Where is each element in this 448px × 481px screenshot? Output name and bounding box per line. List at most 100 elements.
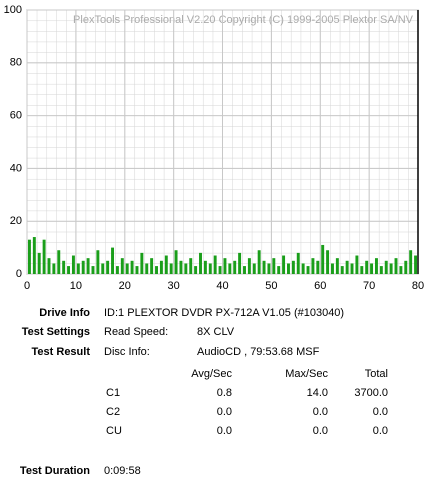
bar	[301, 263, 305, 274]
bar	[399, 266, 403, 274]
bar	[262, 260, 266, 274]
y-tick-label: 80	[10, 57, 22, 69]
bar	[164, 255, 168, 274]
bar	[277, 266, 281, 274]
bar	[384, 260, 388, 274]
label: Test Settings	[22, 326, 90, 338]
bar	[106, 260, 110, 274]
bar	[257, 250, 261, 274]
bar	[409, 250, 413, 274]
bar	[203, 260, 207, 274]
bar	[115, 266, 119, 274]
cell: 0.0	[313, 425, 328, 437]
bar	[52, 263, 56, 274]
bar	[282, 255, 286, 274]
bar	[86, 258, 90, 274]
label: Test Duration	[20, 465, 90, 477]
cell: 0.0	[373, 406, 388, 418]
bar	[247, 258, 251, 274]
x-tick-label: 80	[412, 280, 424, 292]
x-tick-label: 70	[363, 280, 375, 292]
bar	[316, 260, 320, 274]
bar	[125, 263, 129, 274]
bar	[296, 252, 300, 274]
value: 0:09:58	[104, 465, 141, 477]
bar	[159, 260, 163, 274]
row-label: C2	[106, 406, 120, 418]
bar	[228, 263, 232, 274]
y-tick-label: 0	[16, 268, 22, 280]
bar	[365, 260, 369, 274]
bar	[130, 260, 134, 274]
bar	[243, 266, 246, 274]
bar	[272, 258, 276, 274]
bar	[311, 258, 315, 274]
bar	[374, 258, 378, 274]
bar	[184, 263, 188, 274]
x-tick-label: 0	[24, 280, 30, 292]
x-tick-label: 40	[216, 280, 228, 292]
bar	[223, 258, 227, 274]
bar	[91, 266, 95, 274]
y-tick-label: 40	[10, 162, 22, 174]
bar	[394, 258, 398, 274]
bar	[267, 263, 271, 274]
bar	[150, 258, 154, 274]
cell: 0.0	[373, 425, 388, 437]
cell: 0.0	[217, 406, 232, 418]
bar	[208, 263, 212, 274]
bar	[140, 252, 144, 274]
bar	[199, 252, 202, 274]
value: 8X CLV	[197, 326, 235, 338]
bar	[76, 263, 80, 274]
bar	[213, 255, 217, 274]
y-tick-label: 100	[4, 4, 22, 16]
bar	[32, 237, 36, 274]
bar	[306, 266, 310, 274]
x-tick-label: 30	[168, 280, 180, 292]
bar	[27, 239, 31, 274]
bar	[96, 250, 100, 274]
bar	[174, 250, 178, 274]
cell: 0.0	[313, 406, 328, 418]
y-tick-label: 20	[10, 215, 22, 227]
bar	[291, 260, 295, 274]
bar	[37, 252, 41, 274]
bar	[42, 239, 46, 274]
y-tick-label: 60	[10, 110, 22, 122]
result-table: Avg/Sec Max/Sec Total C1 0.8 14.0 3700.0 C2 0.0 0…	[106, 368, 388, 437]
bar	[62, 260, 66, 274]
bar	[414, 255, 418, 274]
row-label: C1	[106, 387, 120, 399]
bar	[57, 250, 61, 274]
bar	[101, 263, 105, 274]
chart-title: PlexTools Professional V2.20 Copyright (…	[73, 14, 414, 26]
bar	[252, 263, 256, 274]
bar	[155, 266, 158, 274]
bar	[321, 244, 325, 274]
bar	[326, 250, 330, 274]
bar	[345, 260, 349, 274]
bar	[355, 255, 359, 274]
bar	[335, 258, 339, 274]
bar	[350, 263, 354, 274]
bar	[179, 260, 183, 274]
x-tick-label: 10	[70, 280, 82, 292]
bar	[47, 258, 51, 274]
row-label: CU	[106, 425, 122, 437]
bar	[340, 266, 344, 274]
x-tick-label: 60	[314, 280, 326, 292]
bar	[389, 263, 393, 274]
bar	[120, 258, 124, 274]
bar	[135, 266, 139, 274]
bar	[189, 258, 193, 274]
cell: 0.0	[217, 425, 232, 437]
bar	[81, 260, 85, 274]
bar	[370, 263, 374, 274]
bar	[331, 263, 334, 274]
bar	[404, 260, 408, 274]
bar	[194, 266, 198, 274]
value: AudioCD , 79:53.68 MSF	[197, 346, 320, 358]
key: Disc Info:	[104, 346, 150, 358]
